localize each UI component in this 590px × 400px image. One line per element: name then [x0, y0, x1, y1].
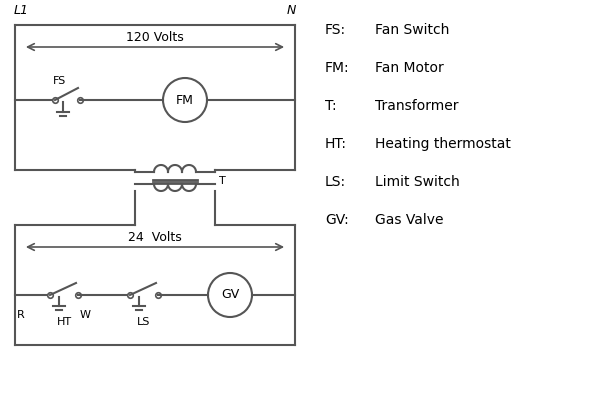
Text: FM:: FM: [325, 61, 350, 75]
Text: Fan Switch: Fan Switch [375, 23, 450, 37]
Text: Gas Valve: Gas Valve [375, 213, 444, 227]
Text: GV: GV [221, 288, 239, 302]
Text: N: N [287, 4, 296, 17]
Text: T: T [219, 176, 226, 186]
Text: 24  Volts: 24 Volts [128, 231, 182, 244]
Text: Heating thermostat: Heating thermostat [375, 137, 511, 151]
Text: FS: FS [53, 76, 66, 86]
Text: HT: HT [57, 317, 71, 327]
Text: FM: FM [176, 94, 194, 106]
Text: W: W [80, 310, 91, 320]
Text: FS:: FS: [325, 23, 346, 37]
Text: Limit Switch: Limit Switch [375, 175, 460, 189]
Text: HT:: HT: [325, 137, 347, 151]
Text: LS: LS [137, 317, 150, 327]
Text: Transformer: Transformer [375, 99, 458, 113]
Text: T:: T: [325, 99, 337, 113]
Text: 120 Volts: 120 Volts [126, 31, 184, 44]
Text: LS:: LS: [325, 175, 346, 189]
Text: L1: L1 [14, 4, 29, 17]
Text: R: R [17, 310, 25, 320]
Text: GV:: GV: [325, 213, 349, 227]
Text: Fan Motor: Fan Motor [375, 61, 444, 75]
